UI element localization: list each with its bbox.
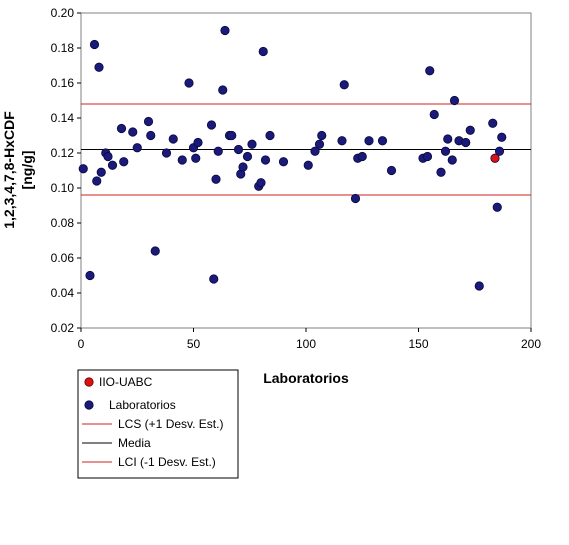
data-point [177,155,187,165]
data-point [350,193,361,204]
data-point [425,66,435,76]
data-point [436,167,446,177]
data-point [364,136,374,146]
legend-label: Laboratorios [109,398,176,412]
data-points [78,25,507,291]
y-tick-label: 0.02 [51,321,75,335]
x-tick-label: 200 [521,337,541,351]
data-point [260,155,271,165]
data-point [488,118,498,128]
data-point [494,146,505,156]
data-point [143,116,154,127]
y-tick-label: 0.10 [51,181,75,195]
data-point [238,162,248,172]
data-point [150,246,160,256]
x-tick-label: 50 [187,337,201,351]
data-point [303,160,313,170]
data-point [422,151,433,162]
data-point [258,46,268,57]
data-point [227,130,237,141]
legend-label: IIO-UABC [99,375,153,389]
data-point [146,130,156,141]
data-point [96,167,106,177]
data-point [193,137,203,148]
data-point [440,146,451,156]
data-point [94,62,104,72]
data-point [184,78,194,88]
data-point [89,39,100,50]
data-point [497,132,507,142]
data-point [447,155,457,165]
data-point [78,164,88,174]
data-point [265,130,275,141]
plot-area [80,12,532,329]
data-point [256,178,266,188]
data-point [168,134,178,144]
legend-marker [84,377,94,387]
data-point [429,109,439,120]
y-axis-title-line-2: [ng/g] [19,151,35,190]
y-tick-label: 0.12 [51,146,75,160]
y-tick-label: 0.20 [51,6,75,20]
data-point [132,143,142,153]
x-axis-title: Laboratorios [263,370,349,386]
data-point [242,151,253,162]
legend-items: IIO-UABC Laboratorios LCS (+1 Desv. Est.) M… [82,375,223,469]
data-point [339,80,349,90]
data-point [233,144,244,155]
data-point [449,95,460,106]
x-axis-ticks: 0 50 100 150 200 [78,328,541,351]
data-point [247,139,257,149]
data-point [461,137,471,148]
x-tick-label: 0 [78,337,85,351]
data-point [220,25,230,36]
y-tick-label: 0.18 [51,41,75,55]
data-point [377,136,388,146]
legend-marker [84,400,94,410]
y-axis-title-line-1: 1,2,3,4,7,8-HxCDF [1,111,17,229]
y-tick-label: 0.16 [51,76,75,90]
legend-label: Media [118,436,151,450]
data-point [310,146,320,156]
data-point [103,151,113,162]
data-point [119,157,129,167]
data-point [211,174,221,184]
y-axis-ticks: 0.02 0.04 0.06 0.08 0.10 0.12 0.14 0.16 0.18 0.20 [51,6,81,335]
data-point [209,274,219,284]
data-point [490,153,500,163]
legend-label: LCS (+1 Desv. Est.) [118,417,223,431]
data-point [191,153,201,163]
y-tick-label: 0.14 [51,111,75,125]
data-point [128,127,138,137]
data-point [161,148,172,158]
data-point [357,151,367,162]
y-tick-label: 0.08 [51,216,75,230]
y-tick-label: 0.04 [51,286,75,300]
data-point [314,139,325,149]
data-point [85,270,95,281]
data-point [337,136,347,146]
y-tick-label: 0.06 [51,251,75,265]
legend: IIO-UABC Laboratorios LCS (+1 Desv. Est.) M… [77,369,239,479]
x-tick-label: 100 [296,337,316,351]
data-point [213,146,223,156]
data-point [218,85,228,95]
legend-label: LCI (-1 Desv. Est.) [118,455,216,469]
data-point [107,160,118,170]
data-point [386,165,397,176]
data-point [443,134,453,144]
data-point [465,125,475,135]
data-point [474,281,484,291]
x-tick-label: 150 [408,337,428,351]
data-point [492,202,502,212]
data-point [278,157,289,167]
data-point [116,123,127,134]
data-point [92,176,102,186]
data-point [206,120,217,130]
data-point [317,130,327,141]
